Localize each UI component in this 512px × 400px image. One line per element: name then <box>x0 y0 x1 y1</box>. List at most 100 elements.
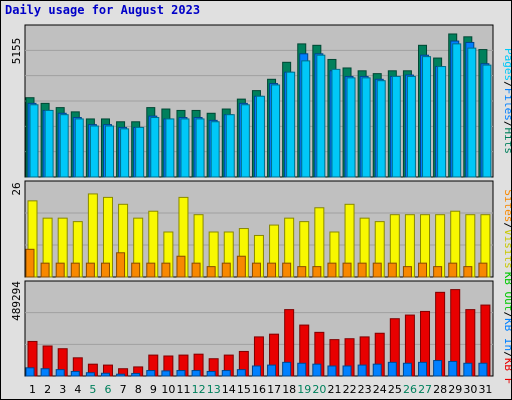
x-tick-label-25: 25 <box>388 383 402 396</box>
sites-bar-day-29 <box>448 262 458 278</box>
kb-in-bar-day-11 <box>176 370 186 377</box>
x-tick-label-26: 26 <box>403 383 417 396</box>
x-tick-label-5: 5 <box>89 383 96 396</box>
x-tick-label-24: 24 <box>373 383 387 396</box>
kb-in-bar-day-1 <box>25 367 35 377</box>
x-tick-label-13: 13 <box>207 383 221 396</box>
kb-in-bar-day-10 <box>161 370 171 377</box>
x-tick-label-4: 4 <box>74 383 81 396</box>
pages-bar-day-28 <box>437 66 447 178</box>
kb-in-bar-day-19 <box>297 362 307 377</box>
pages-bar-day-17 <box>271 84 281 178</box>
kb-in-bar-day-9 <box>146 370 156 377</box>
pages-bar-day-11 <box>180 118 190 178</box>
pages-bar-day-22 <box>346 77 356 178</box>
sites-bar-day-1 <box>25 248 35 278</box>
kb-in-bar-day-2 <box>40 368 50 377</box>
sites-bar-day-16 <box>251 262 261 278</box>
pages-bar-day-31 <box>482 64 492 178</box>
pages-bar-day-2 <box>44 109 54 178</box>
x-tick-label-14: 14 <box>222 383 236 396</box>
kb-in-bar-day-16 <box>251 365 261 377</box>
pages-bar-day-14 <box>225 114 235 178</box>
legend-files: Files <box>502 88 511 121</box>
kb-in-bar-day-22 <box>342 365 352 377</box>
pages-bar-day-27 <box>422 56 432 178</box>
kb-in-bar-day-27 <box>418 361 428 377</box>
pages-bar-day-25 <box>391 75 401 178</box>
legend-hits: Hits <box>502 128 511 155</box>
sites-bar-day-26 <box>402 266 412 278</box>
pages-bar-day-3 <box>59 114 69 178</box>
legend-kbin: KB In <box>502 318 511 351</box>
x-tick-label-31: 31 <box>478 383 492 396</box>
x-tick-label-6: 6 <box>105 383 112 396</box>
sites-bar-day-17 <box>267 262 277 278</box>
pages-bar-day-19 <box>301 60 311 178</box>
sites-bar-day-4 <box>70 262 80 278</box>
kb-in-bar-day-15 <box>236 369 246 377</box>
pages-bar-day-7 <box>120 128 130 178</box>
pages-bar-day-23 <box>361 77 371 178</box>
x-tick-label-18: 18 <box>282 383 296 396</box>
kb-in-bar-day-23 <box>357 364 367 377</box>
visits-ymax-label: 26 <box>10 182 23 195</box>
x-tick-label-8: 8 <box>135 383 142 396</box>
kb-in-bar-day-12 <box>191 370 201 377</box>
x-tick-label-27: 27 <box>418 383 432 396</box>
sites-bar-day-20 <box>312 266 322 278</box>
pages-bar-day-9 <box>150 117 160 178</box>
kb-in-bar-day-18 <box>282 361 292 377</box>
sites-bar-day-6 <box>100 262 110 278</box>
pages-bar-day-4 <box>74 118 84 178</box>
x-tick-label-29: 29 <box>448 383 462 396</box>
sites-bar-day-3 <box>55 262 65 278</box>
sites-bar-day-21 <box>327 262 337 278</box>
sites-bar-day-18 <box>282 262 292 278</box>
sites-bar-day-14 <box>221 262 231 278</box>
sites-bar-day-27 <box>418 262 428 278</box>
sites-bar-day-5 <box>85 262 95 278</box>
legend-visits: Visits <box>502 229 511 269</box>
kb-in-bar-day-28 <box>433 360 443 377</box>
pages-bar-day-24 <box>376 80 386 178</box>
x-tick-label-20: 20 <box>312 383 326 396</box>
x-tick-label-2: 2 <box>44 383 51 396</box>
kb-in-bar-day-17 <box>267 364 277 377</box>
kb-in-bar-day-21 <box>327 365 337 377</box>
sites-bar-day-8 <box>131 262 141 278</box>
kb-in-bar-day-8 <box>131 372 141 377</box>
legend-kbout: KB Out <box>502 272 511 312</box>
x-tick-label-17: 17 <box>267 383 281 396</box>
x-tick-label-3: 3 <box>59 383 66 396</box>
kb-ymax-label: 489294 <box>10 281 23 321</box>
hits-legend: Pages/Files/Hits <box>502 48 511 154</box>
pages-bar-day-26 <box>406 75 416 178</box>
sites-bar-day-23 <box>357 262 367 278</box>
kb-in-bar-day-24 <box>372 363 382 377</box>
kb-in-bar-day-26 <box>402 362 412 377</box>
kb-in-bar-day-7 <box>116 373 126 377</box>
sites-bar-day-10 <box>161 262 171 278</box>
sites-bar-day-30 <box>463 266 473 278</box>
x-tick-label-9: 9 <box>150 383 157 396</box>
x-tick-label-28: 28 <box>433 383 447 396</box>
pages-bar-day-29 <box>452 43 462 178</box>
x-tick-label-16: 16 <box>252 383 266 396</box>
sites-bar-day-22 <box>342 262 352 278</box>
sites-bar-day-13 <box>206 266 216 278</box>
sites-bar-day-9 <box>146 262 156 278</box>
pages-bar-day-15 <box>240 104 250 178</box>
kb-legend: KB Out/KB In/KB F <box>502 272 511 385</box>
pages-bar-day-13 <box>210 121 220 178</box>
x-tick-label-22: 22 <box>343 383 357 396</box>
sites-bar-day-31 <box>478 262 488 278</box>
x-tick-label-11: 11 <box>177 383 191 396</box>
legend-sites: Sites <box>502 189 511 222</box>
sites-bar-day-11 <box>176 255 186 278</box>
legend-kbf: KB F <box>502 358 511 385</box>
kb-in-bar-day-20 <box>312 363 322 377</box>
x-tick-label-19: 19 <box>297 383 311 396</box>
